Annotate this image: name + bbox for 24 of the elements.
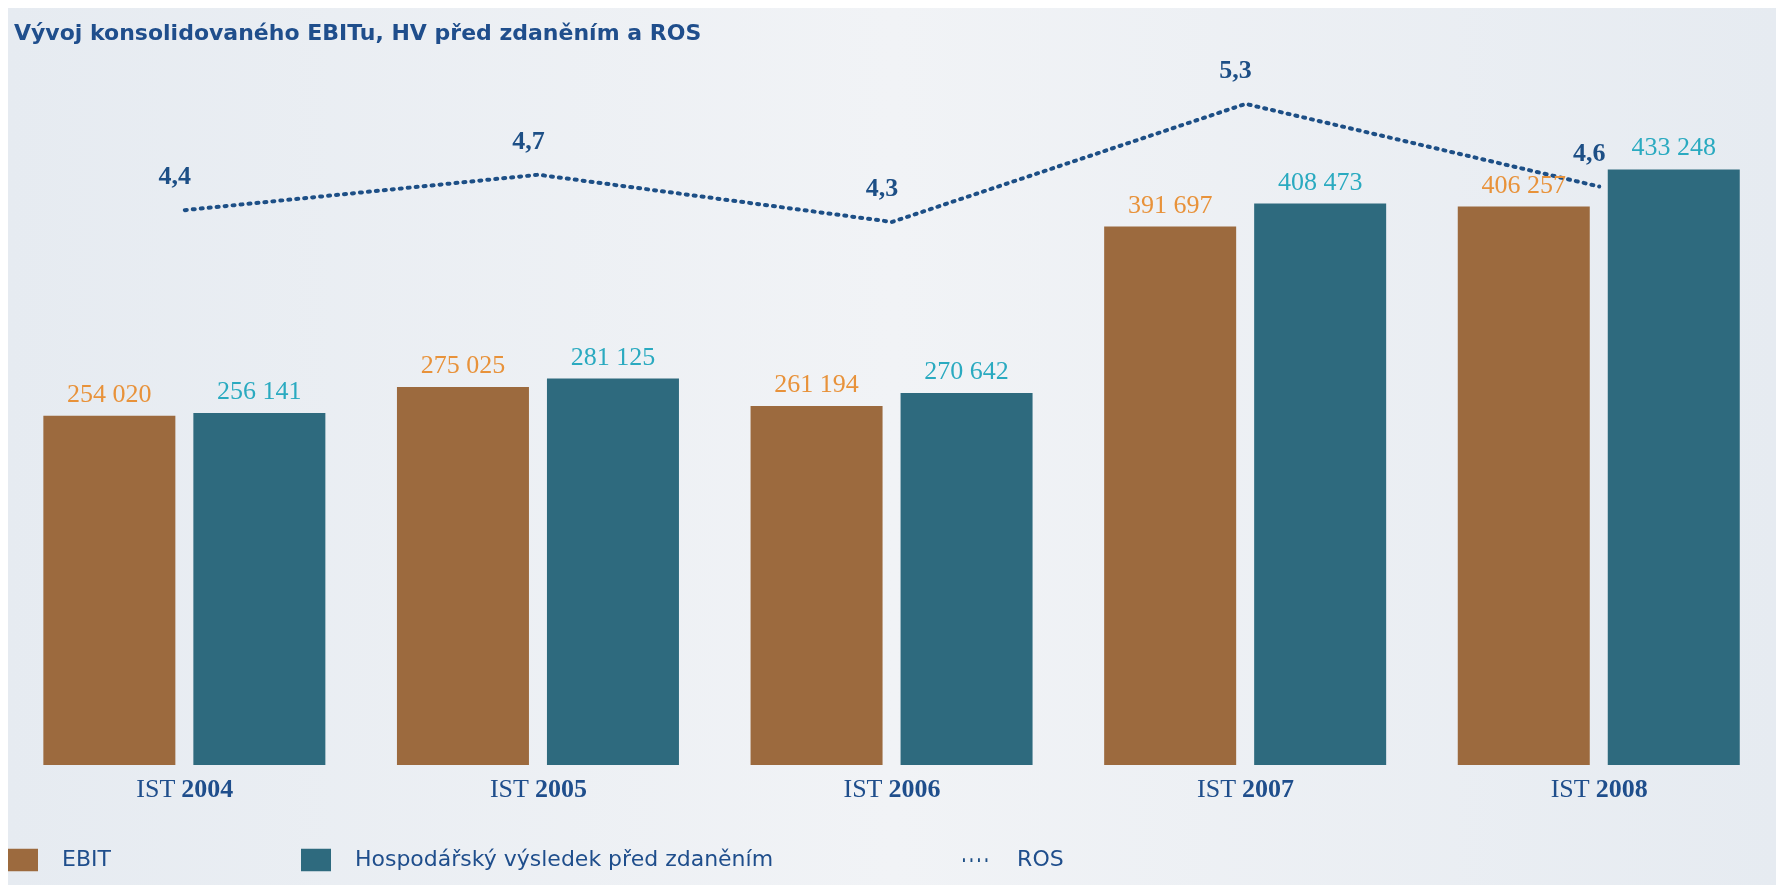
data-label: 4,6 (1572, 137, 1606, 167)
x-tick-label: IST 2005 (489, 774, 587, 803)
data-label: 281 125 (570, 341, 656, 371)
data-label: 275 025 (420, 349, 506, 379)
data-label: 261 194 (774, 368, 859, 398)
data-label: 4,3 (865, 172, 899, 202)
data-label: 270 642 (924, 355, 1009, 385)
x-tick-label: IST 2008 (1550, 774, 1648, 803)
data-label: 391 697 (1127, 189, 1213, 219)
data-label: 4,7 (512, 125, 545, 155)
x-tick-label: IST 2007 (1197, 774, 1295, 803)
x-tick-label: IST 2004 (136, 774, 234, 803)
data-label: 4,4 (158, 161, 192, 191)
data-label: 406 257 (1481, 169, 1567, 199)
chart-title: Vývoj konsolidovaného EBITu, HV před zdaněním a ROS (14, 20, 702, 45)
legend-label: Hospodářský výsledek před zdaněním (354, 846, 774, 871)
data-label: 433 248 (1631, 132, 1717, 162)
data-label: 408 473 (1277, 166, 1363, 196)
x-tick-label: IST 2006 (843, 774, 941, 803)
data-label: 254 020 (67, 378, 152, 408)
data-label: 256 141 (217, 375, 302, 405)
legend-label: EBIT (62, 846, 111, 871)
legend-label: ROS (1017, 846, 1064, 871)
data-label: 5,3 (1219, 54, 1252, 84)
